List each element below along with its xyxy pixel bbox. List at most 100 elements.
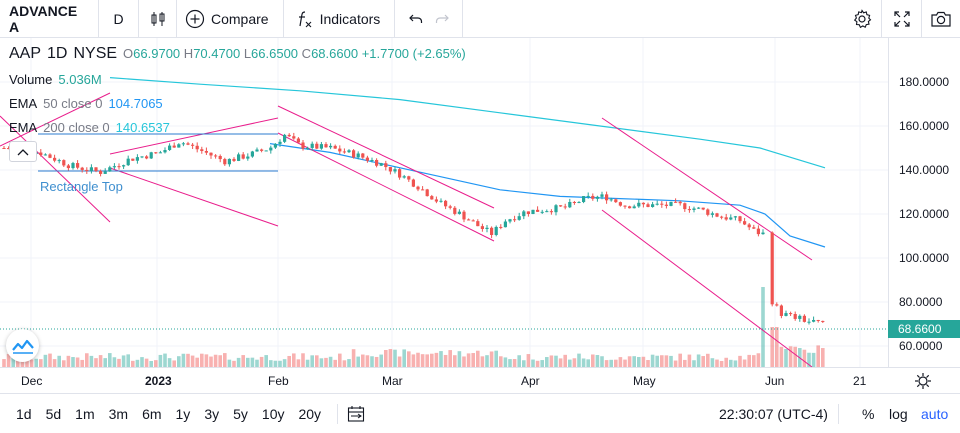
range-button-1m[interactable]: 1m [75, 405, 95, 422]
candle-body [554, 205, 558, 213]
candle-body [241, 154, 245, 159]
price-tick: 120.0000 [899, 207, 950, 221]
legend-ema50-row[interactable]: EMA 50 close 0 104.7065 [9, 91, 466, 115]
rectangle-drawing-label[interactable]: Rectangle Top [40, 179, 123, 194]
candle-body [729, 217, 733, 220]
candle-body [733, 216, 737, 218]
candle-body [605, 194, 609, 201]
range-button-1y[interactable]: 1y [175, 405, 191, 422]
interval-button[interactable]: D [99, 0, 139, 38]
volume-bar [365, 355, 370, 367]
candle-body [683, 203, 687, 210]
volume-bar [609, 359, 613, 367]
log-scale-toggle[interactable]: log [889, 406, 908, 422]
volume-bar [586, 359, 590, 367]
range-button-3m[interactable]: 3m [108, 405, 129, 422]
price-scale[interactable]: 180.0000 160.0000 140.0000 120.0000 100.… [888, 38, 960, 367]
candle-body [273, 143, 277, 148]
volume-bar [397, 356, 402, 367]
symbol-search-button[interactable]: ADVANCE A [0, 0, 99, 38]
volume-bar [623, 359, 627, 367]
candle-body [103, 171, 107, 174]
candle-body [131, 158, 135, 161]
price-chart-canvas[interactable] [0, 38, 888, 367]
range-button-1d[interactable]: 1d [16, 405, 32, 422]
volume-value: 5.036M [58, 71, 102, 87]
candle-body [158, 152, 162, 154]
candle-body [816, 319, 820, 321]
clock-timezone[interactable]: 22:30:07 (UTC-4) [719, 406, 828, 422]
snapshot-button[interactable] [921, 0, 960, 38]
legend-collapse-button[interactable] [9, 141, 37, 162]
chart-type-button[interactable] [139, 0, 177, 38]
candle-body [490, 227, 494, 235]
settings-button[interactable] [843, 0, 881, 38]
volume-bar [646, 360, 650, 367]
indicators-button[interactable]: Indicators [284, 0, 396, 38]
volume-bar [223, 353, 227, 367]
candle-body [747, 224, 751, 228]
candle-body [39, 152, 43, 156]
legend-ema200-row[interactable]: EMA 200 close 0 140.6537 [9, 115, 466, 139]
volume-bar [89, 355, 94, 367]
volume-bar [540, 360, 544, 367]
trend-line [0, 92, 111, 147]
volume-bar [75, 357, 80, 367]
candle-body [664, 204, 668, 206]
candle-body [572, 201, 576, 203]
percent-scale-toggle[interactable]: % [862, 406, 875, 422]
volume-bar [190, 355, 195, 367]
time-axis[interactable]: Dec 2023 Feb Mar Apr May Jun 21 [0, 367, 960, 394]
legend-main-row: AAP 1D NYSE O66.9700 H70.4700 L66.6500 C… [9, 45, 466, 67]
close-key: C [301, 46, 312, 61]
top-toolbar: ADVANCE A D Compare Indicators [0, 0, 960, 38]
volume-bar [384, 350, 388, 367]
range-button-3y[interactable]: 3y [204, 405, 220, 422]
ema200-line [109, 77, 826, 169]
tradingview-logo-icon [11, 339, 34, 354]
volume-bar [324, 357, 328, 367]
volume-bar [163, 353, 167, 367]
candle-body [122, 165, 126, 167]
redo-icon[interactable] [434, 11, 450, 27]
candle-body [687, 209, 691, 211]
time-label: Mar [382, 374, 403, 388]
candle-body [195, 145, 199, 150]
fullscreen-button[interactable] [881, 0, 921, 38]
range-button-6m[interactable]: 6m [142, 405, 162, 422]
volume-bar [172, 360, 176, 367]
range-button-5y[interactable]: 5y [233, 405, 248, 422]
legend-volume-row[interactable]: Volume 5.036M [9, 67, 466, 91]
undo-icon[interactable] [408, 11, 424, 27]
candle-body [669, 201, 673, 206]
candle-body [756, 228, 760, 235]
candle-body [457, 211, 461, 214]
auto-scale-toggle[interactable]: auto [921, 406, 949, 422]
fx-icon [298, 10, 311, 27]
volume-bar [80, 359, 84, 367]
undo-redo-group [395, 0, 464, 38]
axis-settings-icon[interactable] [913, 371, 933, 391]
candle-body [697, 207, 701, 209]
volume-bar [508, 359, 512, 367]
volume-bar [719, 360, 724, 367]
date-range-icon[interactable] [347, 405, 365, 423]
volume-bar [195, 357, 199, 367]
tradingview-logo-button[interactable] [6, 329, 39, 362]
volume-bar [526, 354, 531, 367]
range-button-20y[interactable]: 20y [298, 405, 322, 422]
range-button-10y[interactable]: 10y [261, 405, 285, 422]
candle-body [513, 219, 517, 221]
candle-body [85, 169, 89, 171]
range-button-5d[interactable]: 5d [45, 405, 62, 422]
volume-bar [218, 355, 222, 367]
low-value: 66.6500 [251, 46, 299, 61]
candle-body [701, 207, 705, 210]
volume-bar [34, 358, 38, 367]
gear-icon [853, 9, 872, 29]
time-label: Dec [21, 374, 43, 388]
compare-button[interactable]: Compare [177, 0, 284, 38]
volume-bar [416, 352, 420, 367]
candle-body [802, 315, 806, 322]
volume-bar [807, 352, 811, 367]
